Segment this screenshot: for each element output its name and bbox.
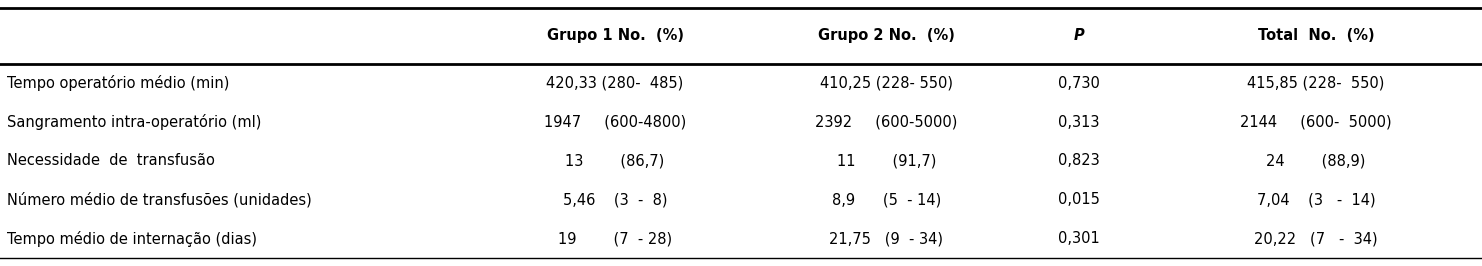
Text: 0,301: 0,301 [1058, 231, 1100, 246]
Text: 0,015: 0,015 [1058, 192, 1100, 207]
Text: Necessidade  de  transfusão: Necessidade de transfusão [7, 153, 215, 168]
Text: 2392     (600-5000): 2392 (600-5000) [815, 115, 957, 130]
Text: Total  No.  (%): Total No. (%) [1258, 28, 1374, 43]
Text: 7,04    (3   -  14): 7,04 (3 - 14) [1257, 192, 1375, 207]
Text: 415,85 (228-  550): 415,85 (228- 550) [1248, 76, 1384, 91]
Text: Tempo operatório médio (min): Tempo operatório médio (min) [7, 75, 230, 91]
Text: 21,75   (9  - 34): 21,75 (9 - 34) [830, 231, 943, 246]
Text: 1947     (600-4800): 1947 (600-4800) [544, 115, 686, 130]
Text: Número médio de transfusões (unidades): Número médio de transfusões (unidades) [7, 192, 313, 207]
Text: 5,46    (3  -  8): 5,46 (3 - 8) [563, 192, 667, 207]
Text: 20,22   (7   -  34): 20,22 (7 - 34) [1254, 231, 1378, 246]
Text: Grupo 2 No.  (%): Grupo 2 No. (%) [818, 28, 954, 43]
Text: 24        (88,9): 24 (88,9) [1266, 153, 1366, 168]
Text: 19        (7  - 28): 19 (7 - 28) [557, 231, 673, 246]
Text: Grupo 1 No.  (%): Grupo 1 No. (%) [547, 28, 683, 43]
Text: Tempo médio de internação (dias): Tempo médio de internação (dias) [7, 231, 258, 247]
Text: Sangramento intra-operatório (ml): Sangramento intra-operatório (ml) [7, 114, 262, 130]
Text: P: P [1073, 28, 1085, 43]
Text: 13        (86,7): 13 (86,7) [566, 153, 664, 168]
Text: 8,9      (5  - 14): 8,9 (5 - 14) [831, 192, 941, 207]
Text: 0,730: 0,730 [1058, 76, 1100, 91]
Text: 0,823: 0,823 [1058, 153, 1100, 168]
Text: 2144     (600-  5000): 2144 (600- 5000) [1240, 115, 1392, 130]
Text: 410,25 (228- 550): 410,25 (228- 550) [820, 76, 953, 91]
Text: 0,313: 0,313 [1058, 115, 1100, 130]
Text: 420,33 (280-  485): 420,33 (280- 485) [547, 76, 683, 91]
Text: 11        (91,7): 11 (91,7) [836, 153, 937, 168]
